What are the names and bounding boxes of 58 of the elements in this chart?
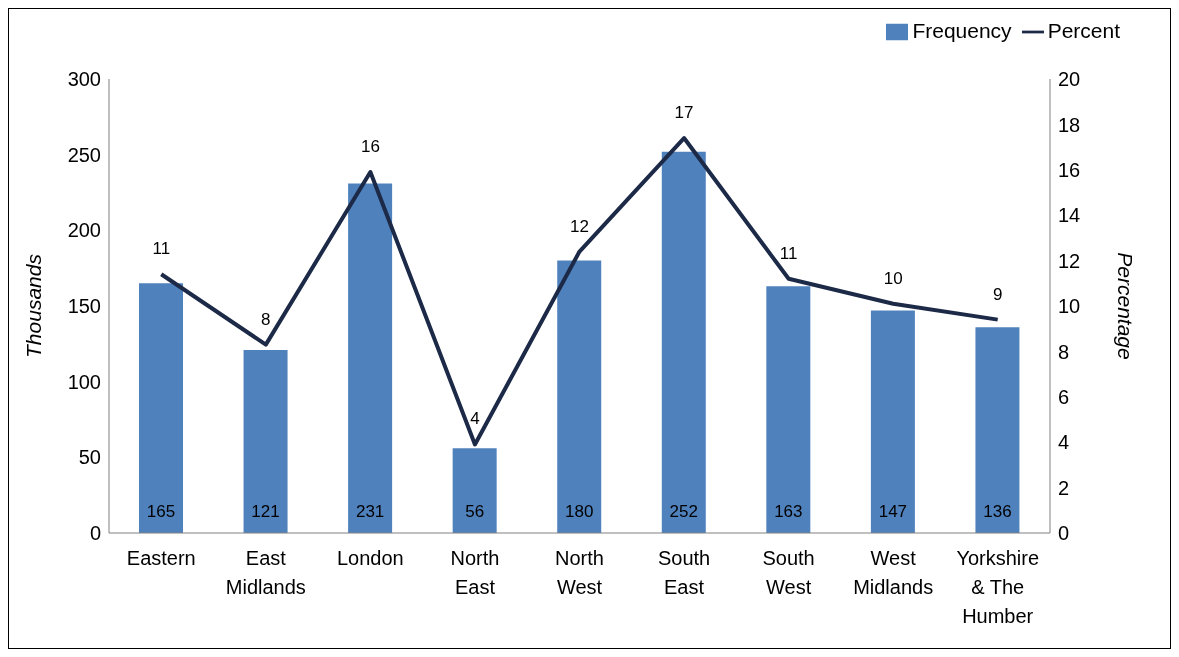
legend-label: Frequency bbox=[912, 19, 1012, 42]
y-tick-label: 0 bbox=[89, 522, 101, 545]
bar bbox=[557, 260, 602, 533]
x-tick-label: Yorkshire & The Humber bbox=[956, 547, 1040, 627]
x-tick-label: North East bbox=[450, 547, 500, 598]
y-tick-label: 100 bbox=[67, 370, 101, 393]
legend-label: Percent bbox=[1047, 19, 1120, 42]
bar bbox=[661, 151, 706, 533]
y2-tick-label: 18 bbox=[1058, 113, 1081, 136]
bar bbox=[766, 286, 811, 533]
y2-tick-label: 14 bbox=[1058, 204, 1081, 227]
data-label: 56 bbox=[465, 502, 485, 521]
bar bbox=[139, 283, 183, 533]
bar bbox=[452, 448, 497, 533]
y-tick-label: 300 bbox=[67, 68, 101, 91]
data-label: 136 bbox=[983, 502, 1012, 521]
data-label: 180 bbox=[565, 502, 594, 521]
bar bbox=[975, 327, 1020, 533]
data-label: 252 bbox=[669, 502, 698, 521]
y-tick-label: 250 bbox=[67, 143, 101, 166]
data-label: 11 bbox=[152, 239, 171, 259]
data-label: 165 bbox=[146, 502, 176, 521]
x-tick-label: South West bbox=[762, 547, 815, 598]
y2-tick-label: 0 bbox=[1058, 522, 1070, 545]
bar bbox=[243, 349, 288, 533]
data-label: 163 bbox=[774, 502, 803, 521]
y-tick-label: 200 bbox=[67, 219, 101, 242]
y2-tick-label: 10 bbox=[1058, 295, 1081, 318]
y-tick-label: 150 bbox=[67, 295, 101, 318]
data-label: 11 bbox=[779, 243, 798, 263]
x-tick-label: Eastern bbox=[126, 547, 196, 569]
data-label: 17 bbox=[674, 103, 694, 123]
data-label: 121 bbox=[251, 502, 280, 521]
x-tick-label: South East bbox=[657, 547, 711, 598]
data-label: 16 bbox=[360, 137, 380, 157]
y2-tick-label: 6 bbox=[1058, 385, 1070, 408]
data-label: 4 bbox=[470, 409, 480, 429]
data-label: 12 bbox=[570, 216, 589, 236]
data-label: 231 bbox=[355, 502, 385, 521]
data-label: 8 bbox=[261, 309, 271, 329]
y2-tick-label: 12 bbox=[1058, 249, 1081, 272]
y2-axis-title: Percentage bbox=[1114, 252, 1137, 360]
y-axis-title: Thousands bbox=[22, 253, 45, 358]
x-tick-label: West Midlands bbox=[853, 547, 934, 598]
y2-tick-label: 4 bbox=[1058, 431, 1070, 454]
y2-tick-label: 20 bbox=[1058, 68, 1081, 91]
x-tick-label: London bbox=[337, 547, 404, 569]
y2-tick-label: 16 bbox=[1058, 158, 1081, 181]
x-tick-label: East Midlands bbox=[225, 547, 306, 598]
data-label: 147 bbox=[878, 502, 908, 521]
bar bbox=[348, 183, 393, 533]
bar bbox=[870, 310, 915, 533]
y-tick-label: 50 bbox=[78, 446, 101, 469]
data-label: 9 bbox=[992, 284, 1003, 304]
data-label: 10 bbox=[883, 268, 903, 288]
x-tick-label: North West bbox=[555, 547, 604, 598]
y2-tick-label: 2 bbox=[1058, 476, 1070, 499]
y2-tick-label: 8 bbox=[1058, 340, 1070, 363]
